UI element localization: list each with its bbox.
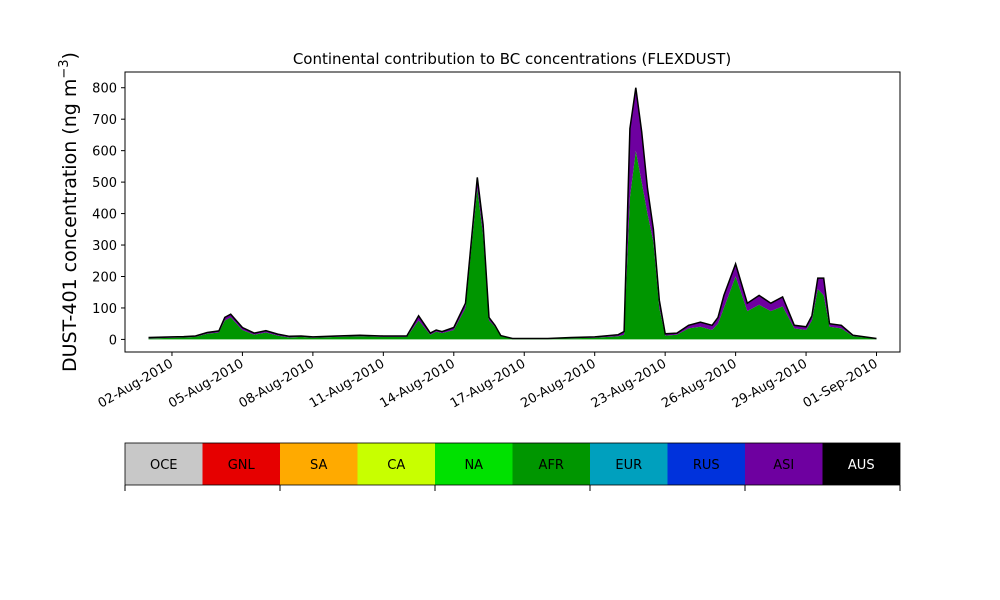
legend-label-asi: ASI <box>773 458 794 473</box>
legend-swatch-sa <box>280 443 358 485</box>
plot-frame <box>124 71 901 353</box>
y-tick-label: 0 <box>109 333 117 348</box>
y-axis-label-superscript: −3 <box>57 59 72 78</box>
x-tick-label: 11-Aug-2010 <box>307 356 387 411</box>
region-colorbar-legend: OCE GNL SA CA NA AFR EUR RUS ASI AUS <box>124 442 901 491</box>
y-axis-label-close: ) <box>59 52 81 59</box>
y-axis-label: DUST-401 concentration (ng m−3) <box>57 52 81 372</box>
legend-label-afr: AFR <box>539 458 564 473</box>
y-axis-label-main: DUST-401 concentration (ng m <box>59 79 81 372</box>
legend-swatch-rus <box>667 443 745 485</box>
plot-area: 0 100 200 300 400 500 600 700 800 02-Aug-201005-… <box>92 71 901 412</box>
chart-title: Continental contribution to BC concentra… <box>293 50 731 68</box>
y-axis: 0 100 200 300 400 500 600 700 800 <box>92 82 125 348</box>
x-tick-label: 14-Aug-2010 <box>377 356 457 411</box>
y-tick-label: 200 <box>92 270 117 285</box>
y-tick-label: 800 <box>92 82 117 97</box>
y-tick-label: 100 <box>92 302 117 317</box>
legend-swatch-oce <box>125 443 203 485</box>
legend-label-eur: EUR <box>615 458 642 473</box>
legend-swatch-gnl <box>202 443 280 485</box>
legend-label-ca: CA <box>387 458 405 473</box>
x-tick-label: 20-Aug-2010 <box>518 356 598 411</box>
x-tick-label: 29-Aug-2010 <box>730 356 810 411</box>
legend-label-sa: SA <box>310 458 327 473</box>
x-tick-label: 05-Aug-2010 <box>166 356 246 411</box>
legend-label-gnl: GNL <box>228 458 256 473</box>
x-tick-label: 17-Aug-2010 <box>448 356 528 411</box>
x-tick-label: 08-Aug-2010 <box>237 356 317 411</box>
x-axis: 02-Aug-201005-Aug-201008-Aug-201011-Aug-… <box>96 352 881 412</box>
y-tick-label: 600 <box>92 145 117 160</box>
legend-label-oce: OCE <box>150 458 178 473</box>
y-tick-label: 500 <box>92 176 117 191</box>
legend-swatch-afr <box>512 443 590 485</box>
legend-swatch-na <box>435 443 513 485</box>
y-tick-label: 300 <box>92 239 117 254</box>
x-tick-label: 01-Sep-2010 <box>801 356 881 411</box>
y-tick-label: 700 <box>92 113 117 128</box>
colorbar-frame <box>124 442 901 486</box>
legend-swatch-ca <box>357 443 435 485</box>
legend-label-aus: AUS <box>848 458 875 473</box>
x-tick-label: 23-Aug-2010 <box>589 356 669 411</box>
legend-label-rus: RUS <box>693 458 720 473</box>
y-tick-label: 400 <box>92 208 117 223</box>
legend-label-na: NA <box>464 458 483 473</box>
legend-swatch-eur <box>590 443 668 485</box>
x-tick-label: 26-Aug-2010 <box>659 356 739 411</box>
total-outline <box>148 87 877 340</box>
legend-swatch-aus <box>822 443 900 485</box>
legend-swatch-asi <box>745 443 823 485</box>
stacked-area-series <box>148 87 877 340</box>
x-tick-label: 02-Aug-2010 <box>96 356 176 411</box>
